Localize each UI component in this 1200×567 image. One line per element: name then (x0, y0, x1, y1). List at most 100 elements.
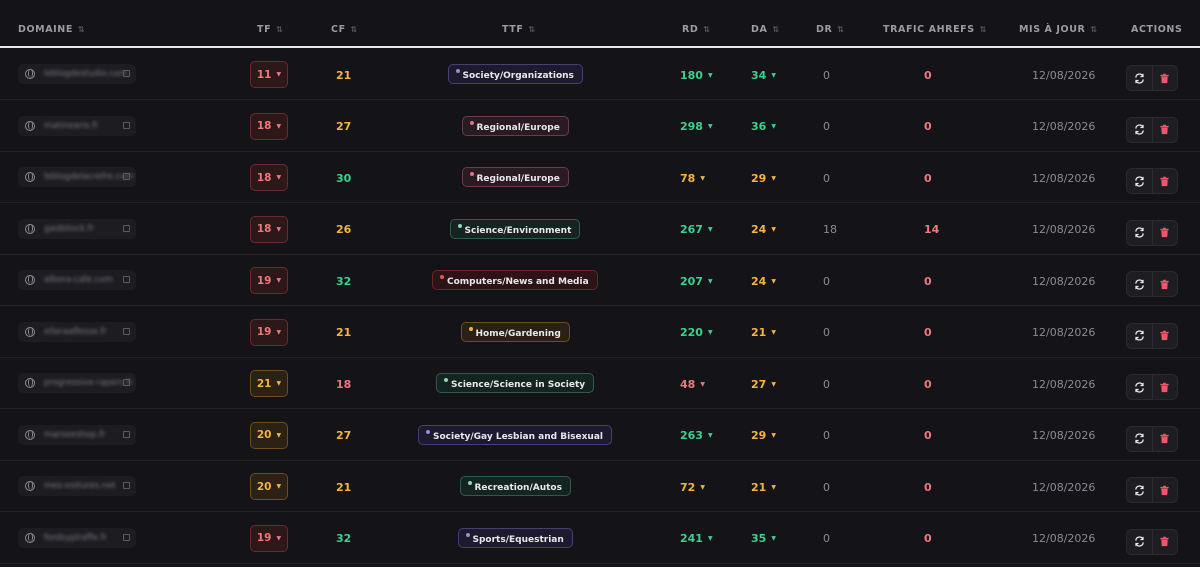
ttf-tag: Society/Organizations (447, 64, 583, 84)
refresh-icon (1135, 72, 1144, 84)
external-link-icon[interactable] (123, 276, 130, 283)
external-link-icon[interactable] (123, 430, 130, 438)
tf-badge[interactable]: 11 ▼ (250, 61, 288, 88)
domain-chip[interactable]: progressive-rapers.fr (18, 373, 136, 393)
tf-badge[interactable]: 19 ▼ (250, 318, 288, 346)
tf-badge[interactable]: 19 ▼ (250, 267, 288, 294)
tf-badge[interactable]: 19 ▼ (250, 524, 288, 552)
tf-badge[interactable]: 21 ▼ (250, 370, 288, 397)
trash-icon (1160, 176, 1170, 186)
domain-name: albora-cafe.com (44, 275, 113, 285)
col-da[interactable]: DA ⇅ (751, 23, 780, 35)
sort-icon[interactable]: ⇅ (77, 24, 86, 34)
external-link-icon[interactable] (123, 121, 130, 129)
delete-button[interactable] (1151, 426, 1177, 451)
row-actions (1126, 168, 1178, 194)
da-value: 35 ▼ (751, 532, 776, 545)
cf-value: 26 (336, 223, 352, 236)
domain-chip[interactable]: fordsyplraffe.fr (18, 527, 136, 548)
caret-down-icon: ▼ (707, 123, 713, 130)
sort-icon[interactable]: ⇅ (979, 24, 988, 34)
domain-chip[interactable]: albora-cafe.com (18, 270, 136, 290)
col-rd[interactable]: RD ⇅ (682, 23, 711, 35)
col-ttf[interactable]: TTF ⇅ (502, 23, 536, 35)
da-value: 24 ▼ (751, 274, 776, 288)
caret-down-icon: ▼ (276, 225, 282, 233)
sort-icon[interactable]: ⇅ (350, 24, 358, 34)
external-link-icon[interactable] (123, 482, 130, 489)
refresh-button[interactable] (1127, 427, 1152, 451)
tf-badge[interactable]: 20 ▼ (250, 473, 288, 500)
globe-icon (25, 223, 35, 234)
delete-button[interactable] (1151, 529, 1177, 554)
delete-button[interactable] (1151, 117, 1177, 142)
col-cf[interactable]: CF ⇅ (331, 23, 358, 35)
delete-button[interactable] (1151, 478, 1177, 502)
dr-value: 0 (823, 274, 830, 288)
sort-icon[interactable]: ⇅ (1090, 24, 1098, 34)
external-link-icon[interactable] (123, 533, 130, 541)
col-tf[interactable]: TF ⇅ (257, 23, 284, 35)
delete-button[interactable] (1151, 323, 1177, 348)
domain-chip[interactable]: leblogdelacrefre.com (18, 167, 136, 187)
col-actions: ACTIONS (1131, 23, 1183, 35)
trash-icon (1160, 330, 1170, 341)
domain-chip[interactable]: ellaraalfesse.fr (18, 321, 136, 342)
updated-date: 12/08/2026 (1032, 480, 1096, 494)
delete-button[interactable] (1151, 66, 1177, 90)
delete-button[interactable] (1151, 169, 1177, 193)
sort-icon[interactable]: ⇅ (837, 24, 845, 34)
refresh-button[interactable] (1127, 272, 1152, 296)
da-value: 24 ▼ (751, 223, 776, 236)
cf-value: 21 (336, 326, 352, 339)
domain-chip[interactable]: mes-voitures.net (18, 476, 136, 496)
external-link-icon[interactable] (123, 224, 130, 232)
caret-down-icon: ▼ (276, 431, 282, 439)
refresh-button[interactable] (1127, 478, 1152, 502)
domain-chip[interactable]: leblogdestudio.com (18, 64, 136, 84)
trash-icon (1160, 433, 1170, 444)
rd-value: 298 ▼ (680, 120, 713, 133)
refresh-button[interactable] (1127, 66, 1152, 90)
external-link-icon[interactable] (123, 379, 130, 386)
globe-icon (25, 172, 35, 182)
col-dr[interactable]: DR ⇅ (816, 23, 845, 35)
tf-badge[interactable]: 18 ▼ (250, 215, 288, 243)
sort-icon[interactable]: ⇅ (703, 24, 711, 34)
caret-down-icon: ▼ (771, 71, 776, 79)
col-trafic-ahrefs[interactable]: TRAFIC AHREFS ⇅ (883, 23, 988, 35)
col-mis-a-jour[interactable]: MIS À JOUR ⇅ (1019, 23, 1098, 35)
refresh-button[interactable] (1127, 169, 1152, 193)
delete-button[interactable] (1151, 272, 1177, 296)
row-actions (1126, 219, 1178, 246)
refresh-button[interactable] (1127, 118, 1152, 142)
refresh-icon (1135, 433, 1144, 444)
sort-icon[interactable]: ⇅ (528, 24, 536, 34)
updated-date: 12/08/2026 (1032, 377, 1096, 391)
external-link-icon[interactable] (123, 70, 130, 77)
dot-icon (465, 532, 470, 537)
dot-icon (440, 275, 444, 279)
domain-chip[interactable]: gaidstock.fr (18, 218, 136, 239)
external-link-icon[interactable] (123, 173, 130, 180)
sort-icon[interactable]: ⇅ (772, 24, 780, 34)
ttf-tag: Regional/Europe (461, 167, 569, 187)
tf-badge[interactable]: 18 ▼ (250, 112, 288, 140)
refresh-button[interactable] (1127, 530, 1152, 554)
delete-button[interactable] (1151, 220, 1177, 245)
table-row: gaidstock.fr 18 ▼ 26 Science/Environment … (0, 204, 1200, 255)
tf-badge[interactable]: 20 ▼ (250, 421, 288, 449)
delete-button[interactable] (1151, 375, 1177, 399)
domain-chip[interactable]: matinearis.fr (18, 115, 136, 136)
col-domaine[interactable]: DOMAINE ⇅ (18, 23, 86, 35)
refresh-button[interactable] (1127, 221, 1152, 245)
refresh-button[interactable] (1127, 324, 1152, 348)
table-row: matinearis.fr 18 ▼ 27 Regional/Europe 298… (0, 101, 1200, 152)
refresh-button[interactable] (1127, 375, 1152, 399)
table-row: albora-cafe.com 19 ▼ 32 Computers/News an… (0, 255, 1200, 306)
domain-chip[interactable]: marseeshop.fr (18, 424, 136, 445)
external-link-icon[interactable] (123, 327, 130, 335)
trafic-value: 0 (924, 480, 932, 494)
tf-badge[interactable]: 18 ▼ (250, 164, 288, 191)
sort-icon[interactable]: ⇅ (276, 24, 284, 34)
